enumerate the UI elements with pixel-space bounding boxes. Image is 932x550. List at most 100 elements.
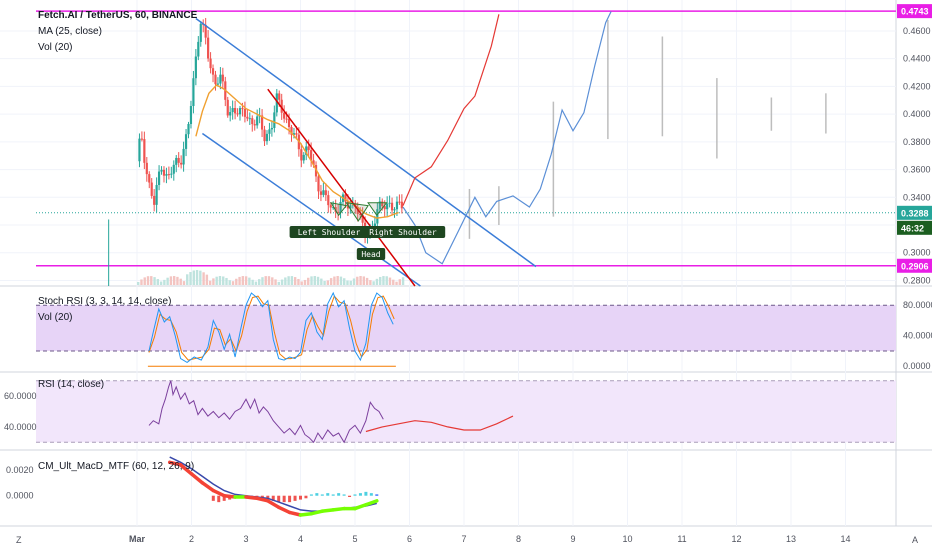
candle-body [395,201,399,210]
volume-bar [349,280,352,285]
macd-histogram-bar [282,495,286,503]
volume-bar [326,280,330,285]
candle-body [251,118,254,125]
candle-body [236,113,239,115]
x-tick-label: 9 [570,534,575,544]
chart-title: Fetch.AI / TetherUS, 60, BINANCE [38,10,198,21]
macd-line-segment [222,493,237,499]
macd-histogram-bar [342,494,346,496]
volume-bar [199,270,202,285]
volume-bar [166,277,169,285]
volume-bar [244,276,248,285]
volume-bar [392,279,395,285]
price-tick-label: 0.3400 [903,192,931,202]
candle-body [398,201,401,203]
candle-body [248,118,251,120]
volume-bar [323,281,326,285]
bottom-level-badge: 0.2906 [901,261,929,271]
volume-bar [369,280,372,285]
volume-bar [375,278,379,285]
macd-line-segment [364,499,379,507]
candle-body [381,201,384,207]
volume-bar [238,276,241,285]
candle-body [305,146,308,155]
candle-body [268,129,271,134]
rsi-projection-line [365,415,514,433]
volume-bar [235,278,238,285]
macd-histogram-bar [369,493,373,496]
volume-bar [290,276,294,285]
candle-body [307,146,310,151]
candle-body [199,23,202,42]
candle-body [187,123,190,135]
macd-histogram-bar [364,491,368,496]
volume-bar [274,279,277,285]
volume-bar [284,277,287,285]
left-shoulder-label-box [289,226,369,238]
candle-body [180,162,183,165]
macd-tick-label: 0.0020 [6,465,34,475]
candle-body [140,138,144,140]
macd-line-segment [211,488,226,498]
head-label: Head [361,250,380,259]
x-tick-label: 6 [407,534,412,544]
rsi-line [148,380,384,444]
volume-bar [140,279,143,285]
macd-histogram-bar [358,493,362,496]
volume-bar [225,277,228,285]
candle-body [211,68,215,75]
candle-body [160,169,163,172]
candle-body [226,99,229,116]
candle-body [150,182,153,196]
macd-histogram-bar [288,495,292,503]
volume-bar [212,278,215,285]
candle-body [265,133,269,142]
macd-line-segment [331,506,346,512]
current-price-badge-bg [897,205,932,220]
candle-body [388,202,391,204]
price-tick-label: 0.3000 [903,248,931,258]
volume-bar [202,272,205,285]
candle-body [253,124,256,126]
ma-legend: MA (25, close) [38,26,102,37]
right-shoulder-label: Right Shoulder [369,228,437,237]
candle-body [221,74,224,82]
volume-bar [215,276,218,285]
macd-line-segment [276,505,292,515]
macd-line-segment [244,495,259,501]
macd-histogram-bar [304,495,308,499]
pattern-triangle [367,202,388,217]
candle-body [376,209,379,224]
volume-bar [195,270,199,285]
candle-body [300,149,303,161]
candle-body [189,106,193,124]
x-tick-label: 10 [622,534,632,544]
macd-histogram-bar [315,493,319,496]
volume-bar [336,276,339,285]
right-shoulder-label-box [360,226,446,238]
volume-bar [153,277,156,285]
macd-histogram-bar [320,494,324,496]
stoch-tick-label: 80.0000 [903,300,932,310]
x-tick-label: 13 [786,534,796,544]
volume-bar [352,278,356,285]
volume-bar [192,270,195,285]
candle-body [295,133,298,135]
volume-bar [382,276,385,285]
candle-body [177,157,180,163]
volume-bar [251,279,254,285]
volume-bar [176,276,179,285]
volume-bar [359,276,362,285]
volume-bar [378,276,382,285]
volume-bar [264,276,267,285]
candle-body [246,116,249,119]
volume-bars [137,270,405,285]
candle-body [184,134,188,149]
stoch-band-fill [36,305,896,351]
volume-bar [372,281,375,285]
volume-bar [307,277,310,285]
x-tick-label: 7 [461,534,466,544]
footer-left-mark: Z [16,535,22,545]
candle-body [361,214,364,223]
